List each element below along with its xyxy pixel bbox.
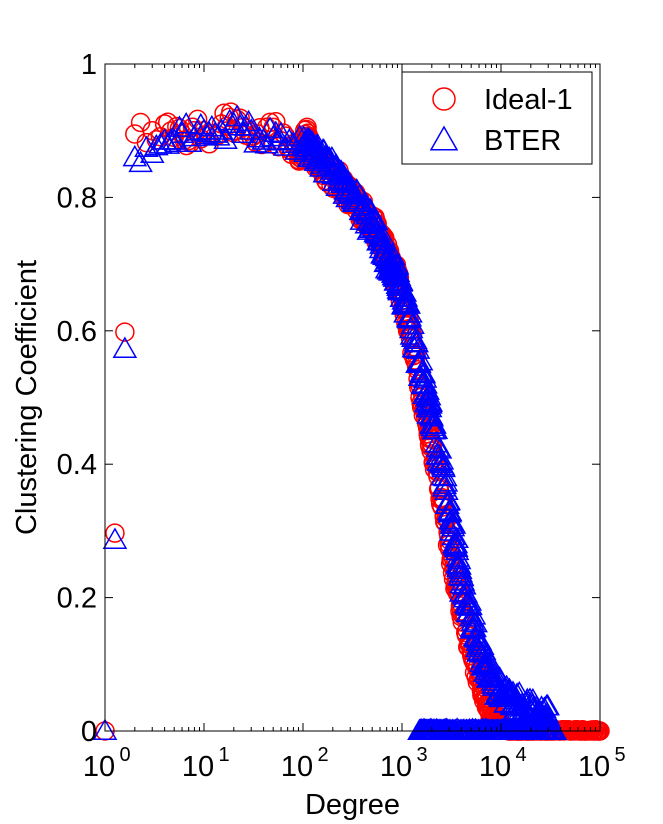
data-point xyxy=(441,523,466,546)
data-point xyxy=(405,337,431,359)
data-point xyxy=(134,135,159,157)
data-point xyxy=(372,237,398,259)
plot-markers xyxy=(92,102,610,741)
series-bter xyxy=(92,104,568,740)
data-point xyxy=(396,292,422,314)
data-point xyxy=(492,683,517,705)
data-point xyxy=(231,121,256,144)
data-point xyxy=(173,112,199,134)
data-point xyxy=(125,124,145,144)
x-tick-exponent: 2 xyxy=(317,744,328,766)
data-point xyxy=(257,116,283,138)
data-point xyxy=(213,127,238,150)
x-tick-label: 10 xyxy=(578,751,610,783)
data-point xyxy=(254,132,280,154)
data-point xyxy=(411,361,437,384)
data-point xyxy=(187,109,208,130)
data-point xyxy=(422,412,447,434)
data-point xyxy=(461,603,487,625)
data-point xyxy=(447,553,472,575)
data-point xyxy=(470,633,495,655)
data-point xyxy=(416,383,442,406)
data-point xyxy=(115,322,135,342)
data-point xyxy=(243,131,268,153)
legend-circle-marker xyxy=(432,87,456,111)
x-tick-label: 10 xyxy=(281,751,313,783)
y-tick-label: 1 xyxy=(81,49,97,81)
data-point xyxy=(154,114,175,134)
data-point xyxy=(423,417,449,440)
data-point xyxy=(161,128,187,150)
data-point xyxy=(443,531,469,554)
x-tick-exponent: 4 xyxy=(515,744,526,766)
legend: Ideal-1 BTER xyxy=(401,71,593,165)
data-point xyxy=(251,128,276,150)
data-point xyxy=(452,573,477,595)
data-point xyxy=(398,301,423,323)
data-point xyxy=(393,285,419,307)
y-tick-label: 0.4 xyxy=(57,449,97,481)
data-point xyxy=(412,366,438,388)
legend-label: Ideal-1 xyxy=(484,84,573,116)
x-tick-exponent: 1 xyxy=(218,744,229,766)
data-point xyxy=(102,527,128,549)
legend-label: BTER xyxy=(484,125,561,157)
data-point xyxy=(105,523,125,543)
data-point xyxy=(463,610,488,633)
data-point xyxy=(363,208,389,231)
x-tick-label: 10 xyxy=(182,751,214,783)
legend-triangle-marker xyxy=(429,125,459,151)
x-axis-label: Degree xyxy=(305,789,400,821)
data-point xyxy=(276,128,302,150)
data-point xyxy=(429,477,450,498)
data-point xyxy=(236,109,261,132)
data-point xyxy=(433,464,458,487)
x-tick-exponent: 0 xyxy=(119,744,130,766)
data-point xyxy=(397,304,423,327)
data-point xyxy=(426,449,451,471)
data-point xyxy=(408,348,434,371)
data-point xyxy=(177,130,203,152)
data-point xyxy=(418,390,444,412)
data-point xyxy=(436,488,461,511)
data-point xyxy=(224,104,250,127)
data-point xyxy=(389,269,414,291)
data-point xyxy=(305,133,330,155)
data-point xyxy=(130,112,151,133)
data-point xyxy=(422,436,443,456)
y-axis-label: Clustering Coefficient xyxy=(11,260,43,535)
data-point xyxy=(535,693,560,716)
plot-frame xyxy=(104,63,601,732)
data-point xyxy=(404,330,429,353)
y-tick-label: 0.2 xyxy=(57,583,97,615)
y-tick-label: 0.6 xyxy=(57,316,97,348)
x-tick-label: 10 xyxy=(380,751,412,783)
data-point xyxy=(167,115,192,137)
axis-ticks xyxy=(105,64,600,731)
y-tick-label: 0 xyxy=(81,716,97,748)
data-point xyxy=(429,448,455,470)
data-point xyxy=(444,526,469,548)
data-point xyxy=(92,718,118,740)
legend-box xyxy=(401,71,593,165)
y-tick-label: 0.8 xyxy=(57,182,97,214)
data-point xyxy=(299,130,325,152)
data-point xyxy=(307,140,333,162)
data-point xyxy=(433,470,459,492)
data-point xyxy=(448,557,473,580)
x-tick-label: 10 xyxy=(83,751,115,783)
data-point xyxy=(434,478,459,500)
x-tick-exponent: 5 xyxy=(614,744,625,766)
data-point xyxy=(112,336,138,359)
data-point xyxy=(217,108,242,131)
data-point xyxy=(263,120,289,142)
data-point xyxy=(202,121,228,143)
data-point xyxy=(540,717,566,739)
x-tick-exponent: 3 xyxy=(416,744,427,766)
data-point xyxy=(427,437,453,459)
x-tick-label: 10 xyxy=(479,751,511,783)
